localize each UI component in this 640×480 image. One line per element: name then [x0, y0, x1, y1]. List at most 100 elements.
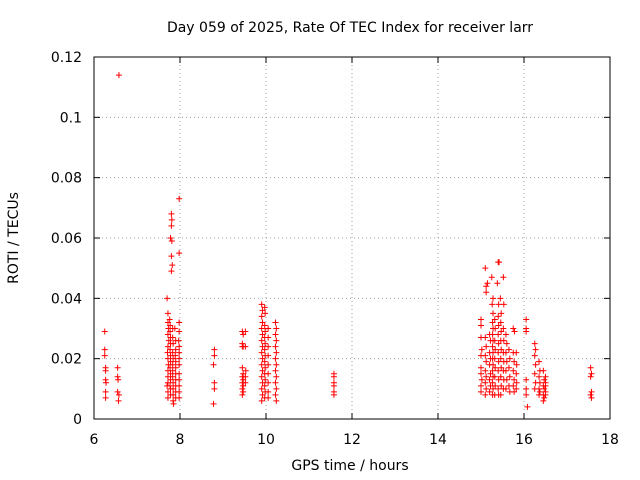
- data-point: [176, 343, 183, 350]
- data-point: [172, 352, 179, 359]
- data-point: [211, 346, 218, 353]
- data-point: [502, 367, 509, 374]
- data-point: [496, 259, 503, 266]
- data-point: [168, 238, 175, 245]
- data-point: [536, 388, 543, 395]
- data-point: [513, 349, 520, 356]
- data-point: [210, 361, 217, 368]
- data-point: [495, 349, 502, 356]
- data-point: [176, 250, 183, 257]
- data-point: [510, 325, 517, 332]
- data-point: [506, 373, 513, 380]
- data-point: [170, 340, 177, 347]
- data-point: [170, 385, 177, 392]
- data-point: [330, 382, 337, 389]
- data-point: [510, 367, 517, 374]
- data-point: [167, 364, 174, 371]
- data-point: [169, 361, 176, 368]
- data-point: [490, 385, 497, 392]
- data-point: [262, 328, 269, 335]
- data-point: [258, 373, 265, 380]
- y-tick-label: 0.1: [60, 110, 82, 126]
- data-point: [497, 373, 504, 380]
- data-point: [490, 295, 497, 302]
- data-point: [261, 304, 268, 311]
- data-point: [497, 295, 504, 302]
- data-point: [536, 373, 543, 380]
- data-point: [262, 310, 269, 317]
- data-point: [101, 328, 108, 335]
- data-point: [587, 364, 594, 371]
- data-point: [483, 358, 490, 365]
- data-point: [101, 346, 108, 353]
- x-tick-label: 10: [257, 432, 275, 448]
- data-point: [211, 379, 218, 386]
- data-point: [167, 346, 174, 353]
- data-point: [478, 388, 484, 395]
- data-point: [169, 334, 176, 341]
- data-point: [272, 367, 279, 374]
- data-point: [115, 72, 122, 79]
- data-point: [483, 343, 490, 350]
- data-point: [168, 222, 175, 229]
- data-point: [170, 391, 177, 398]
- data-point: [587, 373, 594, 380]
- data-point: [588, 370, 595, 377]
- data-point: [482, 391, 489, 398]
- data-point: [240, 382, 247, 389]
- data-points: [101, 72, 595, 410]
- data-point: [258, 349, 265, 356]
- data-point: [495, 340, 502, 347]
- data-point: [169, 373, 176, 380]
- data-point: [531, 370, 538, 377]
- data-point: [239, 364, 246, 371]
- data-point: [482, 265, 489, 272]
- data-point: [478, 316, 484, 323]
- data-point: [171, 325, 178, 332]
- data-point: [170, 400, 177, 407]
- data-point: [330, 373, 337, 380]
- data-point: [483, 289, 490, 296]
- data-point: [490, 310, 497, 317]
- data-point: [483, 373, 490, 380]
- data-point: [102, 388, 109, 395]
- data-point: [176, 382, 183, 389]
- data-point: [168, 268, 175, 275]
- data-point: [588, 394, 595, 401]
- data-point: [492, 364, 499, 371]
- data-point: [482, 367, 489, 374]
- data-point: [482, 352, 489, 359]
- data-point: [262, 340, 269, 347]
- data-point: [492, 346, 499, 353]
- data-point: [169, 349, 176, 356]
- data-point: [511, 328, 518, 335]
- data-point: [259, 307, 266, 314]
- data-point: [265, 361, 272, 368]
- data-point: [167, 376, 174, 383]
- data-point: [114, 388, 121, 395]
- data-point: [502, 349, 509, 356]
- data-point: [487, 370, 494, 377]
- data-point: [502, 331, 509, 338]
- data-point: [176, 349, 183, 356]
- data-point: [258, 301, 265, 308]
- data-point: [490, 361, 497, 368]
- data-point: [176, 328, 183, 335]
- data-point: [536, 358, 543, 365]
- data-point: [511, 376, 518, 383]
- data-point: [259, 343, 266, 350]
- data-point: [176, 319, 183, 326]
- data-point: [164, 331, 171, 338]
- data-point: [478, 322, 484, 329]
- y-tick-label: 0.12: [51, 50, 82, 66]
- data-point: [240, 331, 247, 338]
- data-point: [505, 364, 512, 371]
- data-point: [102, 394, 109, 401]
- data-point: [511, 358, 518, 365]
- data-point: [506, 355, 513, 362]
- data-point: [242, 373, 249, 380]
- data-point: [261, 346, 268, 353]
- y-tick-label: 0.04: [51, 291, 82, 307]
- data-point: [168, 210, 175, 217]
